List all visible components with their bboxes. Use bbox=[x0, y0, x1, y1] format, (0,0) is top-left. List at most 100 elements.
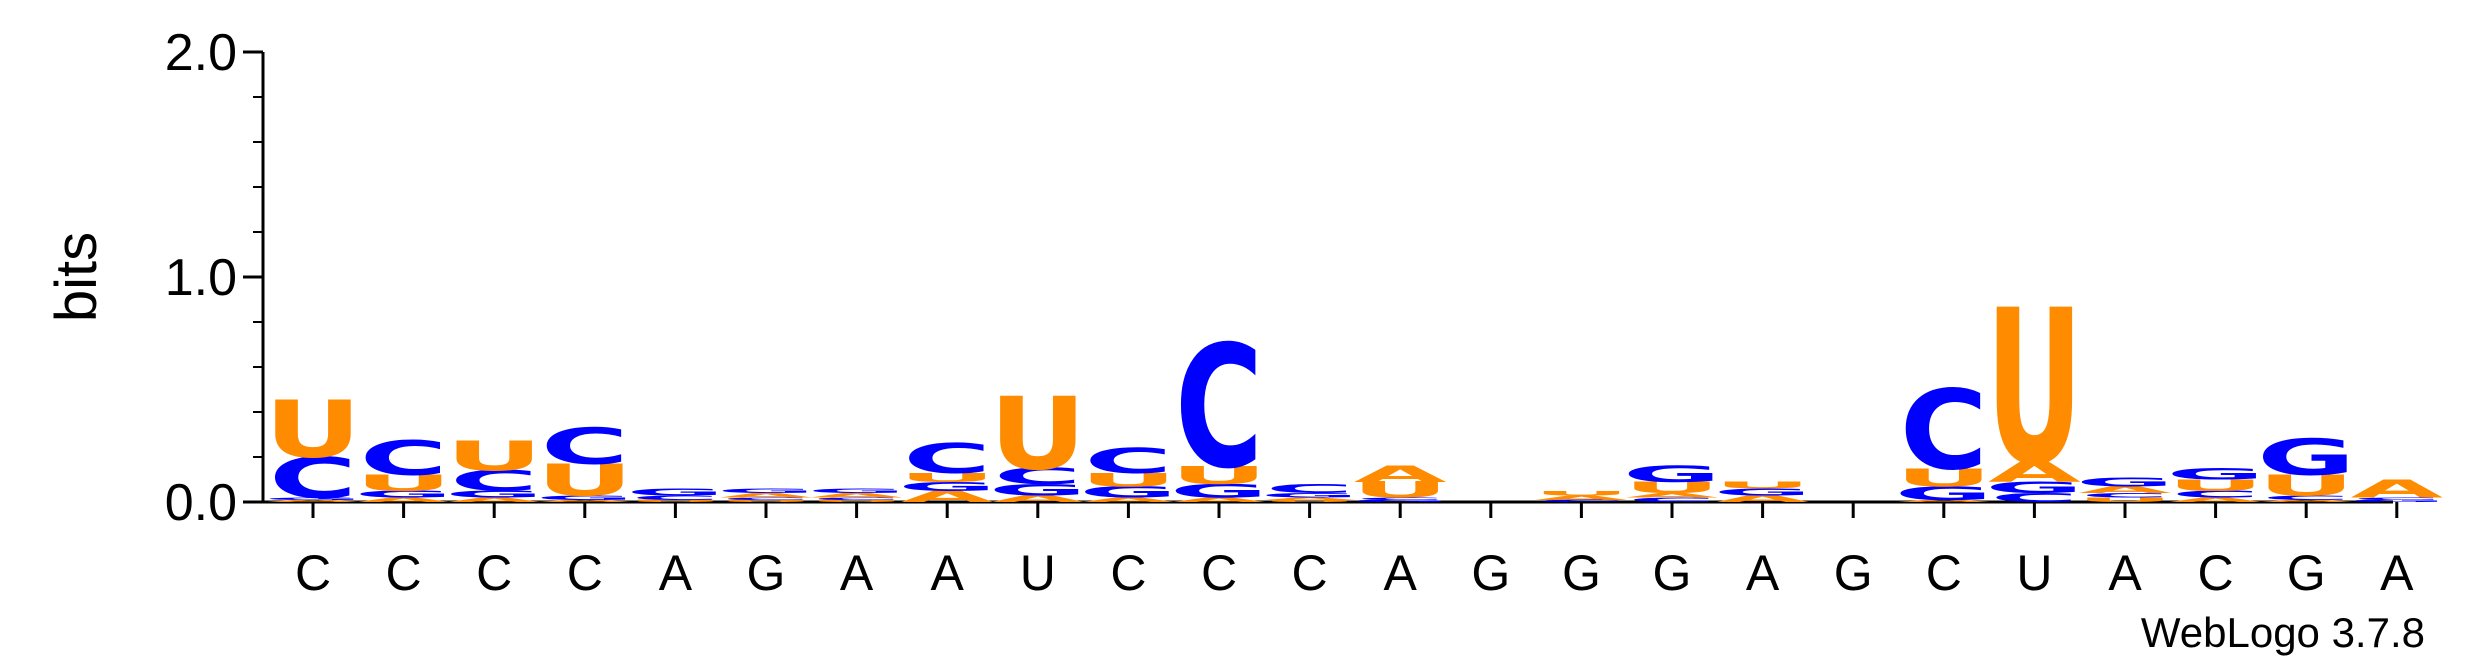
logo-glyph-c: C bbox=[1990, 491, 2078, 506]
logo-glyph-u: U bbox=[989, 376, 1086, 493]
logo-glyph-u: U bbox=[2167, 477, 2264, 495]
logo-glyph-c: C bbox=[2262, 494, 2350, 501]
logo-glyph-a: A bbox=[448, 496, 541, 503]
x-tick-label: C bbox=[567, 545, 603, 601]
x-tick-label: C bbox=[476, 545, 512, 601]
logo-glyph-a: A bbox=[1173, 496, 1266, 503]
x-tick-label: A bbox=[2380, 545, 2414, 601]
logo-glyph-c: C bbox=[1266, 482, 1354, 497]
x-tick-label: C bbox=[1926, 545, 1962, 601]
logo-glyph-g: G bbox=[1623, 462, 1721, 487]
logo-glyph-g: G bbox=[2166, 465, 2264, 483]
x-tick-label: A bbox=[840, 545, 874, 601]
x-tick-label: G bbox=[1471, 545, 1510, 601]
logo-glyph-a: A bbox=[357, 496, 450, 503]
y-axis-label: bits bbox=[44, 232, 109, 322]
x-tick-label: G bbox=[2287, 545, 2326, 601]
logo-glyph-a: A bbox=[2169, 496, 2262, 503]
x-tick-label: A bbox=[1746, 545, 1780, 601]
logo-glyph-g: G bbox=[1895, 483, 1994, 505]
logo-glyph-u: U bbox=[1986, 264, 2083, 512]
logo-glyph-c: C bbox=[541, 418, 629, 476]
logo-glyph-a: A bbox=[810, 492, 903, 499]
logo-glyph-a: A bbox=[991, 493, 1084, 504]
logo-glyph-g: G bbox=[1170, 480, 1269, 502]
logo-glyph-u: U bbox=[808, 499, 905, 503]
logo-glyph-g: G bbox=[1079, 483, 1177, 501]
logo-glyph-c: C bbox=[1628, 496, 1716, 503]
logo-glyph-a: A bbox=[2079, 484, 2172, 495]
logo-glyph-a: A bbox=[1988, 456, 2082, 489]
logo-glyph-c: C bbox=[903, 436, 991, 483]
logo-glyph-c: C bbox=[450, 465, 538, 498]
logo-glyph-c: C bbox=[1356, 497, 1444, 501]
logo-glyph-a: A bbox=[1535, 494, 1628, 501]
logo-glyph-c: C bbox=[1175, 309, 1263, 506]
logo-glyph-u: U bbox=[1351, 477, 1448, 502]
x-tick-label: G bbox=[1834, 545, 1873, 601]
logo-glyph-a: A bbox=[901, 488, 994, 506]
x-tick-label: A bbox=[2108, 545, 2142, 601]
logo-glyph-c: C bbox=[269, 446, 357, 511]
logo-glyph-u: U bbox=[355, 471, 452, 496]
logo-stacks: AGCUAGUCAGCUAGUCUCGUCAGUCAGAGUCAGCUAGUCA… bbox=[264, 264, 2446, 512]
weblogo-version-label: WebLogo 3.7.8 bbox=[2141, 609, 2425, 656]
x-tick-label: C bbox=[295, 545, 331, 601]
logo-glyph-c: C bbox=[994, 464, 1082, 489]
x-tick-label: C bbox=[2198, 545, 2234, 601]
logo-glyph-u: U bbox=[898, 470, 995, 485]
logo-glyph-u: U bbox=[264, 384, 361, 475]
x-tick-label: U bbox=[1020, 545, 1056, 601]
x-tick-label: G bbox=[1653, 545, 1692, 601]
logo-glyph-g: G bbox=[354, 489, 452, 500]
logo-glyph-c: C bbox=[722, 497, 810, 501]
logo-glyph-c: C bbox=[1537, 499, 1625, 503]
x-tick-label: C bbox=[1110, 545, 1146, 601]
logo-glyph-a: A bbox=[720, 492, 813, 499]
x-tick-label: G bbox=[1562, 545, 1601, 601]
y-tick-label: 0.0 bbox=[165, 474, 237, 532]
logo-glyph-g: G bbox=[989, 481, 1087, 499]
logo-glyph-c: C bbox=[813, 497, 901, 501]
logo-glyph-c: C bbox=[2353, 497, 2441, 501]
logo-glyph-g: G bbox=[717, 487, 815, 494]
logo-glyph-g: G bbox=[2257, 429, 2355, 487]
logo-glyph-u: U bbox=[536, 455, 633, 506]
logo-glyph-u: U bbox=[445, 433, 542, 480]
logo-glyph-c: C bbox=[2172, 489, 2260, 500]
logo-glyph-c: C bbox=[1084, 441, 1172, 481]
logo-glyph-g: G bbox=[898, 479, 996, 494]
x-tick-label: C bbox=[1292, 545, 1328, 601]
logo-glyph-c: C bbox=[2081, 492, 2169, 499]
logo-glyph-a: A bbox=[1082, 496, 1175, 503]
logo-glyph-g: G bbox=[807, 487, 905, 494]
logo-glyph-g: G bbox=[536, 494, 634, 501]
x-tick-label: C bbox=[386, 545, 422, 601]
logo-glyph-a: A bbox=[1716, 493, 1809, 504]
logo-glyph-g: G bbox=[1260, 492, 1358, 499]
x-tick-label: A bbox=[1384, 545, 1418, 601]
logo-glyph-a: A bbox=[1354, 462, 1447, 487]
logo-glyph-u: U bbox=[2076, 496, 2173, 503]
logo-glyph-u: U bbox=[627, 499, 724, 503]
logo-glyph-u: U bbox=[1714, 480, 1811, 491]
logo-glyph-c: C bbox=[360, 432, 448, 487]
logo-glyph-u: U bbox=[1261, 499, 1358, 503]
x-tick-label: U bbox=[2016, 545, 2052, 601]
logo-glyph-a: A bbox=[267, 499, 360, 503]
y-tick-label: 1.0 bbox=[165, 249, 237, 307]
y-axis: 0.0 1.0 2.0 bits bbox=[44, 24, 265, 532]
logo-glyph-u: U bbox=[717, 499, 814, 503]
logo-glyph-g: G bbox=[1985, 479, 2083, 497]
logo-glyph-c: C bbox=[1900, 367, 1988, 495]
x-tick-label: G bbox=[747, 545, 786, 601]
logo-glyph-g: G bbox=[626, 487, 724, 498]
logo-glyph-u: U bbox=[1623, 479, 1720, 497]
logo-glyph-u: U bbox=[2257, 469, 2354, 502]
logo-glyph-u: U bbox=[1533, 490, 1630, 497]
logo-glyph-a: A bbox=[538, 499, 631, 503]
logo-glyph-c: C bbox=[631, 494, 719, 501]
logo-glyph-g: G bbox=[1713, 487, 1811, 498]
